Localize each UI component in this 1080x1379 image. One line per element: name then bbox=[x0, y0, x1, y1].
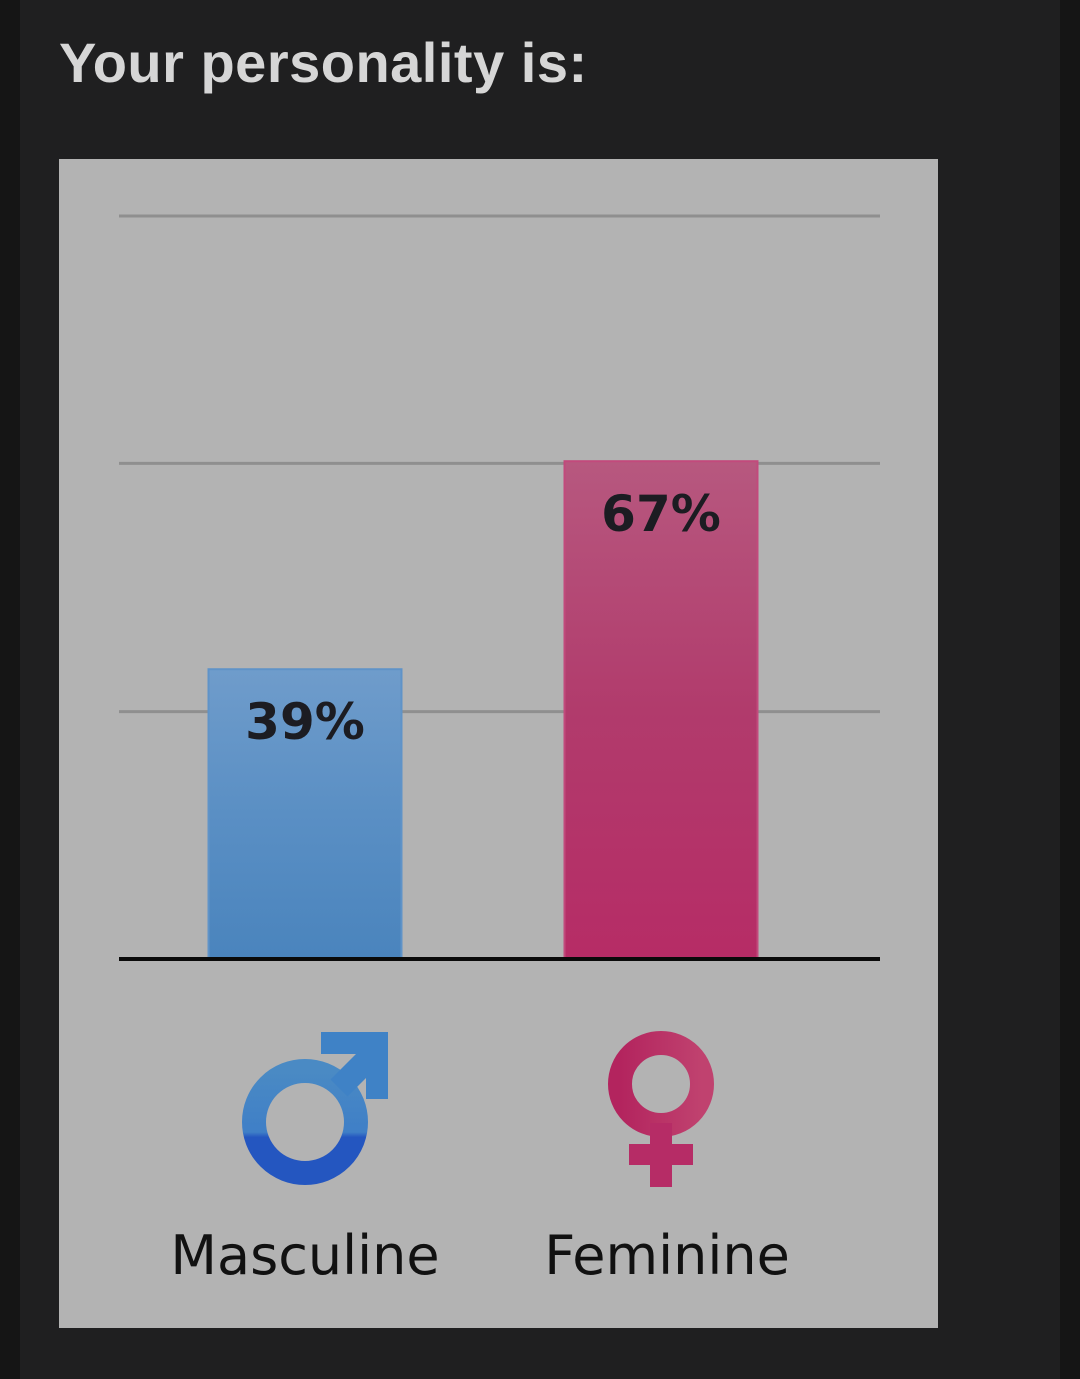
data-label: 67% bbox=[601, 485, 721, 543]
bar-feminine bbox=[563, 460, 759, 960]
chart-panel: 39% 67% Masculine Feminine bbox=[59, 159, 938, 1328]
bar-chart: 39% 67% Masculine Feminine bbox=[119, 214, 880, 1287]
category-label-masculine: Masculine bbox=[170, 1224, 439, 1287]
page-title: Your personality is: bbox=[59, 31, 588, 94]
female-symbol-icon bbox=[608, 1031, 714, 1187]
male-symbol-icon bbox=[242, 1032, 388, 1185]
category-label-feminine: Feminine bbox=[544, 1224, 790, 1287]
data-label: 39% bbox=[245, 693, 365, 751]
